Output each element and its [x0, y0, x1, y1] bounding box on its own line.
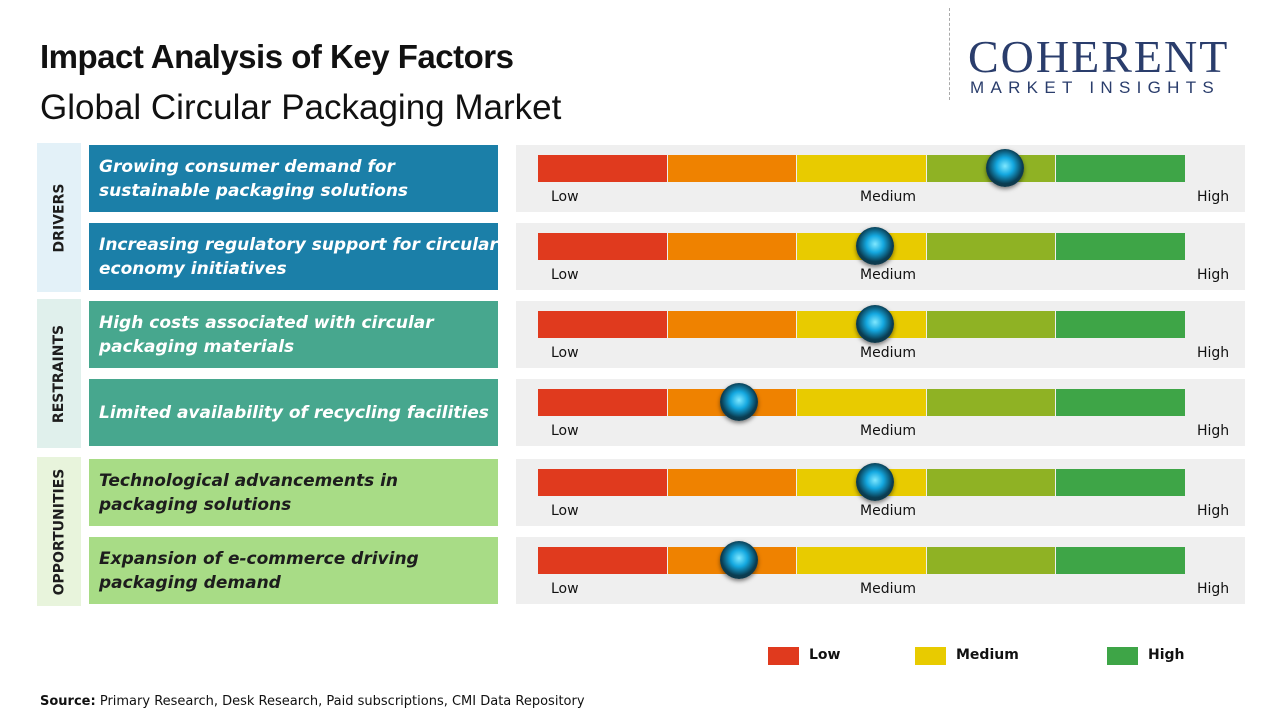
group-label: OPPORTUNITIES: [37, 457, 81, 606]
scale-segment: [926, 311, 1056, 338]
factor: Limited availability of recycling facili…: [89, 379, 498, 446]
scale-segment: [667, 155, 797, 182]
scale-label: Medium: [860, 503, 916, 519]
impact-knob: [855, 227, 894, 265]
scale-segment: [1056, 233, 1185, 260]
factor: Increasing regulatory support for circul…: [89, 223, 498, 290]
scale-label: Low: [551, 503, 579, 519]
scale-label: Medium: [860, 189, 916, 205]
title: Impact Analysis of Key Factors: [40, 38, 514, 75]
scale-segment: [538, 233, 667, 260]
scale-segment: [667, 233, 797, 260]
group-label-text: DRIVERS: [51, 183, 67, 252]
scale-label: Low: [551, 189, 579, 205]
scale-segment: [538, 547, 667, 574]
scale-label: High: [1197, 423, 1230, 439]
group-background: [37, 299, 81, 448]
scale-segment: [538, 155, 667, 182]
group-label-text: RESTRAINTS: [51, 324, 67, 423]
scale-label: High: [1197, 503, 1230, 519]
scale-segment: [538, 469, 667, 496]
scale-segment: [667, 469, 797, 496]
legend-swatch: [1107, 647, 1138, 665]
scale-segment: [1056, 155, 1185, 182]
logo-name: COHERENT: [968, 31, 1230, 82]
scale-label: Low: [551, 423, 579, 439]
impact-knob: [855, 305, 894, 343]
legend-label: Medium: [956, 647, 1019, 663]
impact-knob: [719, 383, 758, 421]
scale-label: High: [1197, 345, 1230, 361]
scale-label: Medium: [860, 423, 916, 439]
group-label-text: OPPORTUNITIES: [51, 468, 68, 595]
group-background: [37, 457, 81, 606]
legend-swatch: [768, 647, 799, 665]
scale-segment: [1056, 469, 1185, 496]
legend-label: High: [1148, 647, 1185, 663]
scale-label: High: [1197, 581, 1230, 597]
scale-label: Medium: [860, 267, 916, 283]
scale-segment: [926, 233, 1056, 260]
scale-segment: [667, 311, 797, 338]
impact-knob: [719, 541, 758, 579]
source-text: Primary Research, Desk Research, Paid su…: [99, 694, 585, 709]
scale-segment: [538, 311, 667, 338]
source: Source: Primary Research, Desk Research,…: [40, 694, 585, 709]
logo-tagline: MARKET INSIGHTS: [970, 78, 1221, 97]
source-label: Source:: [40, 694, 96, 709]
group-label: RESTRAINTS: [37, 299, 81, 448]
scale-segment: [1056, 389, 1185, 416]
legend-swatch: [915, 647, 946, 665]
scale-label: High: [1197, 267, 1230, 283]
scale-label: Low: [551, 581, 579, 597]
scale-segment: [926, 389, 1056, 416]
factor: High costs associated with circular pack…: [89, 301, 498, 368]
scale-label: Low: [551, 267, 579, 283]
group-background: [37, 143, 81, 292]
legend-label: Low: [809, 647, 841, 663]
divider: [949, 8, 950, 100]
scale-segment: [926, 469, 1056, 496]
factor: Growing consumer demand for sustainable …: [89, 145, 498, 212]
factor: Expansion of e-commerce driving packagin…: [89, 537, 498, 604]
scale-segment: [926, 547, 1056, 574]
scale-segment: [797, 155, 926, 182]
scale-segment: [1056, 547, 1185, 574]
impact-knob: [985, 149, 1024, 187]
scale-segment: [1056, 311, 1185, 338]
scale-segment: [797, 389, 926, 416]
scale-label: Low: [551, 345, 579, 361]
factor: Technological advancements in packaging …: [89, 459, 498, 526]
scale-label: Medium: [860, 345, 916, 361]
subtitle: Global Circular Packaging Market: [40, 88, 562, 127]
scale-label: High: [1197, 189, 1230, 205]
group-label: DRIVERS: [37, 143, 81, 292]
scale-label: Medium: [860, 581, 916, 597]
scale-segment: [797, 547, 926, 574]
impact-knob: [855, 463, 894, 501]
scale-segment: [538, 389, 667, 416]
